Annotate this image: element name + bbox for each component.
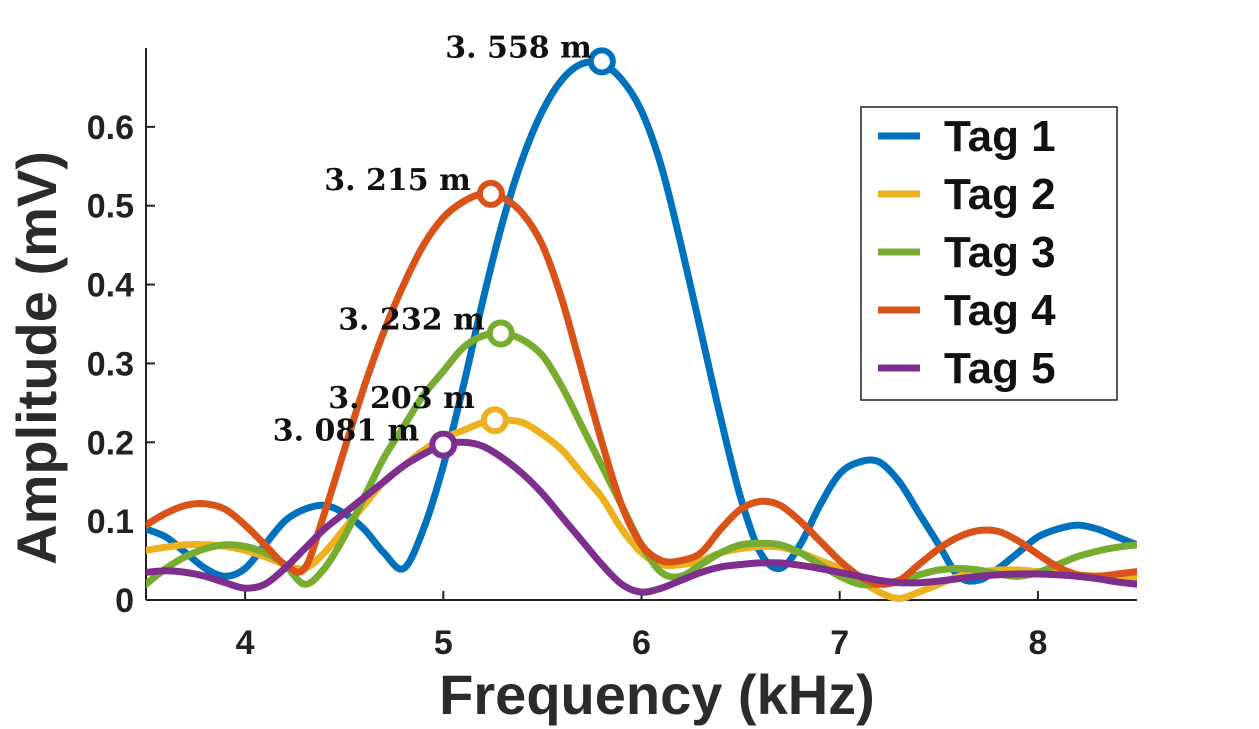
series-line-tag-4 <box>146 190 1137 588</box>
y-tick-label: 0.5 <box>87 188 134 226</box>
peak-marker-tag-4 <box>476 179 505 208</box>
axes: 0 0.1 0.2 0.3 0.4 0.5 0.6 4 5 6 7 8 <box>87 48 1137 662</box>
legend: Tag 1 Tag 2 Tag 3 Tag 4 Tag 5 <box>860 106 1118 401</box>
series-layer <box>146 58 1137 602</box>
x-tick-label: 4 <box>236 624 255 662</box>
x-axis-title: Frequency (kHz) <box>439 663 875 726</box>
y-tick-label: 0.3 <box>87 345 134 383</box>
peak-label-tag-2: 3. 203 m <box>328 381 475 416</box>
series-line-tag-5 <box>146 438 1137 596</box>
y-tick-label: 0 <box>115 582 134 620</box>
peak-label-tag-3: 3. 232 m <box>338 302 485 337</box>
y-tick-label: 0.4 <box>87 267 134 305</box>
y-tick-label: 0.6 <box>87 109 134 147</box>
x-tick-label: 5 <box>434 624 453 662</box>
label-layer: 3. 558 m 3. 203 m 3. 232 m 3. 215 m 3. 081 m <box>273 30 592 448</box>
peak-layer <box>429 47 616 459</box>
peak-label-tag-4: 3. 215 m <box>324 163 471 198</box>
y-tick-label: 0.2 <box>87 424 134 462</box>
peak-marker-tag-2 <box>480 406 509 435</box>
peak-label-tag-1: 3. 558 m <box>445 30 592 65</box>
peak-marker-tag-3 <box>486 319 515 348</box>
y-tick-label: 0.1 <box>87 503 134 541</box>
y-axis-title: Amplitude (mV) <box>5 151 68 565</box>
legend-label-tag-5: Tag 5 <box>944 344 1056 393</box>
x-tick-label: 8 <box>1028 624 1047 662</box>
legend-label-tag-1: Tag 1 <box>944 112 1056 161</box>
peak-marker-tag-5 <box>429 430 458 459</box>
series-line-tag-2 <box>146 416 1137 602</box>
legend-label-tag-3: Tag 3 <box>944 228 1056 277</box>
x-tick-label: 7 <box>830 624 849 662</box>
peak-marker-tag-1 <box>587 47 616 76</box>
legend-label-tag-2: Tag 2 <box>944 170 1056 219</box>
legend-label-tag-4: Tag 4 <box>944 286 1056 335</box>
peak-label-tag-5: 3. 081 m <box>273 414 420 449</box>
x-tick-label: 6 <box>632 624 651 662</box>
